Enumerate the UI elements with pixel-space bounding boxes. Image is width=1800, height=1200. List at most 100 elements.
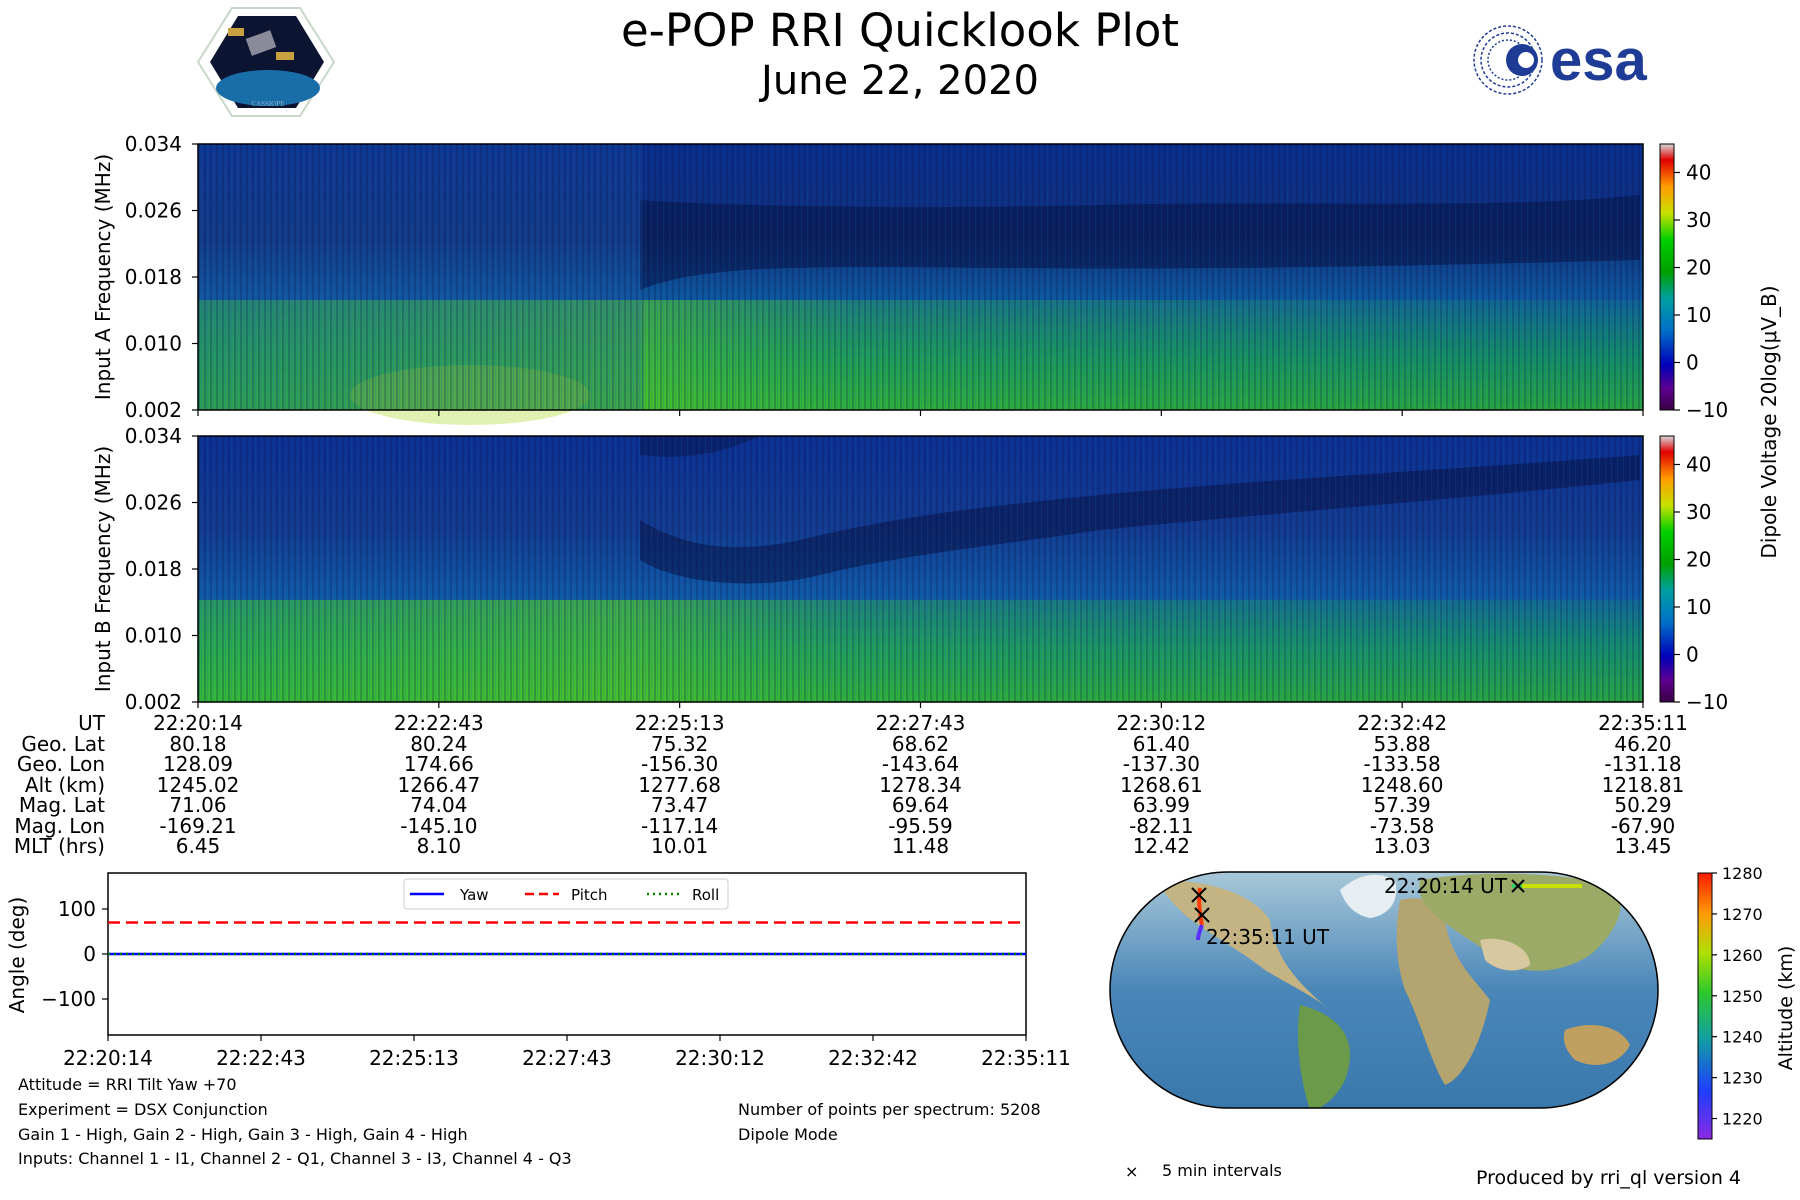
legend-yaw: Yaw (459, 886, 489, 904)
ephemeris-value: 11.48 (891, 834, 950, 858)
cassiope-logo: CASSIOPE (196, 7, 336, 117)
cbar-tick-label: 0 (1686, 643, 1699, 667)
ephemeris-value: 22:20:14 (153, 711, 243, 735)
ephemeris-label: Geo. Lat (21, 732, 105, 756)
ephemeris-value: 22:22:43 (393, 711, 484, 735)
ephemeris-value: 1266.47 (397, 773, 481, 797)
map-end-label: 22:35:11 UT (1206, 925, 1330, 949)
ephemeris-value: -117.14 (641, 814, 719, 838)
alt-tick-label: 1280 (1722, 864, 1763, 883)
ephemeris-value: 74.04 (410, 793, 468, 817)
cbar-tick-label: 40 (1686, 161, 1711, 185)
ephemeris-value: 61.40 (1132, 732, 1190, 756)
ephemeris-value: -73.58 (1369, 814, 1435, 838)
cbar-tick-label: 20 (1686, 256, 1711, 280)
att-xtick-label: 22:35:11 (981, 1046, 1071, 1070)
alt-tick-label: 1230 (1722, 1069, 1763, 1088)
x-marker-icon: × (1125, 1162, 1138, 1181)
ephemeris-value: 71.06 (169, 793, 227, 817)
ytick-label: 0.026 (125, 199, 182, 223)
page-date: June 22, 2020 (761, 58, 1039, 104)
ephemeris-value: -67.90 (1610, 814, 1676, 838)
ephemeris-value: -169.21 (159, 814, 237, 838)
map-legend: × 5 min intervals (1125, 1161, 1282, 1181)
att-ytick-label: 0 (83, 942, 96, 966)
orbit-map: 22:20:14 UT 22:35:11 UT × 5 min interval… (1109, 871, 1659, 1181)
attitude-legend: Yaw Pitch Roll (403, 878, 729, 910)
att-ytick-label: 100 (58, 897, 96, 921)
x-marker-icon (1191, 879, 1525, 923)
gains-info: Gain 1 - High, Gain 2 - High, Gain 3 - H… (18, 1125, 468, 1144)
cbar-tick-label: −10 (1686, 690, 1728, 714)
ephemeris-value: -137.30 (1122, 752, 1200, 776)
ephemeris-value: 68.62 (891, 732, 950, 756)
alt-tick-label: 1220 (1722, 1110, 1763, 1129)
spectrogram-b (197, 435, 1644, 703)
ytick-label: 0.002 (125, 690, 182, 714)
experiment-info: Experiment = DSX Conjunction (18, 1100, 268, 1119)
att-xtick-label: 22:25:13 (369, 1046, 459, 1070)
input-a-ylabel: Input A Frequency (MHz) (91, 154, 115, 400)
legend-roll: Roll (692, 886, 719, 904)
page-title: e-POP RRI Quicklook Plot (620, 4, 1180, 57)
ytick-label: 0.018 (125, 265, 182, 289)
cbar-tick-label: 30 (1686, 208, 1711, 232)
ephemeris-value: -131.18 (1604, 752, 1682, 776)
ytick-label: 0.010 (125, 332, 182, 356)
colorbar-label: Dipole Voltage 20log(μV_B) (1757, 285, 1781, 558)
ephemeris-value: 57.39 (1373, 793, 1431, 817)
altitude-colorbar-label: Altitude (km) (1775, 946, 1797, 1071)
ephemeris-label: MLT (hrs) (13, 834, 105, 858)
cbar-tick-label: 30 (1686, 500, 1711, 524)
alt-tick-label: 1270 (1722, 905, 1763, 924)
att-xtick-label: 22:27:43 (522, 1046, 612, 1070)
colorbar-b (1659, 435, 1675, 703)
colorbar-altitude (1697, 872, 1713, 1140)
ephemeris-value: 1245.02 (156, 773, 240, 797)
ephemeris-label: UT (78, 711, 105, 735)
ephemeris-value: 63.99 (1132, 793, 1190, 817)
inputs-info: Inputs: Channel 1 - I1, Channel 2 - Q1, … (18, 1149, 572, 1168)
ephemeris-value: 1218.81 (1601, 773, 1685, 797)
points-info: Number of points per spectrum: 5208 (738, 1100, 1041, 1119)
alt-tick-label: 1250 (1722, 987, 1763, 1006)
ephemeris-value: 1278.34 (879, 773, 962, 797)
ephemeris-value: 53.88 (1373, 732, 1431, 756)
ephemeris-value: 13.03 (1373, 834, 1431, 858)
ephemeris-value: 73.47 (651, 793, 709, 817)
ytick-label: 0.034 (125, 132, 182, 156)
spectrogram-a (197, 143, 1644, 425)
ephemeris-label: Mag. Lon (14, 814, 105, 838)
produced-by: Produced by rri_ql version 4 (1476, 1167, 1741, 1189)
colorbar-a (1659, 143, 1675, 411)
cbar-tick-label: 10 (1686, 303, 1711, 327)
ephemeris-value: 22:27:43 (875, 711, 966, 735)
ytick-label: 0.018 (125, 557, 182, 581)
ephemeris-value: 13.45 (1614, 834, 1672, 858)
alt-tick-label: 1260 (1722, 946, 1763, 965)
ephemeris-value: -145.10 (400, 814, 478, 838)
cbar-tick-label: −10 (1686, 398, 1728, 422)
ephemeris-value: 174.66 (403, 752, 474, 776)
ephemeris-value: 75.32 (651, 732, 709, 756)
ephemeris-value: 69.64 (891, 793, 950, 817)
cassiope-logo-text: CASSIOPE (251, 100, 284, 108)
ephemeris-label: Alt (km) (24, 773, 105, 797)
ytick-label: 0.002 (125, 398, 182, 422)
attitude-info: Attitude = RRI Tilt Yaw +70 (18, 1075, 237, 1094)
ephemeris-value: 1277.68 (638, 773, 722, 797)
cbar-tick-label: 20 (1686, 548, 1711, 572)
ephemeris-value: 50.29 (1614, 793, 1672, 817)
ephemeris-value: 10.01 (651, 834, 709, 858)
ephemeris-value: 8.10 (416, 834, 462, 858)
ephemeris-value: 22:25:13 (634, 711, 725, 735)
att-xtick-label: 22:30:12 (675, 1046, 765, 1070)
att-ytick-label: −100 (41, 987, 96, 1011)
ephemeris-label: Mag. Lat (18, 793, 105, 817)
ytick-label: 0.026 (125, 491, 182, 515)
ephemeris-value: 128.09 (163, 752, 233, 776)
ephemeris-value: 80.18 (169, 732, 227, 756)
ephemeris-value: 22:32:42 (1357, 711, 1448, 735)
attitude-plot: Yaw Pitch Roll Angle (deg) (5, 872, 1027, 1036)
